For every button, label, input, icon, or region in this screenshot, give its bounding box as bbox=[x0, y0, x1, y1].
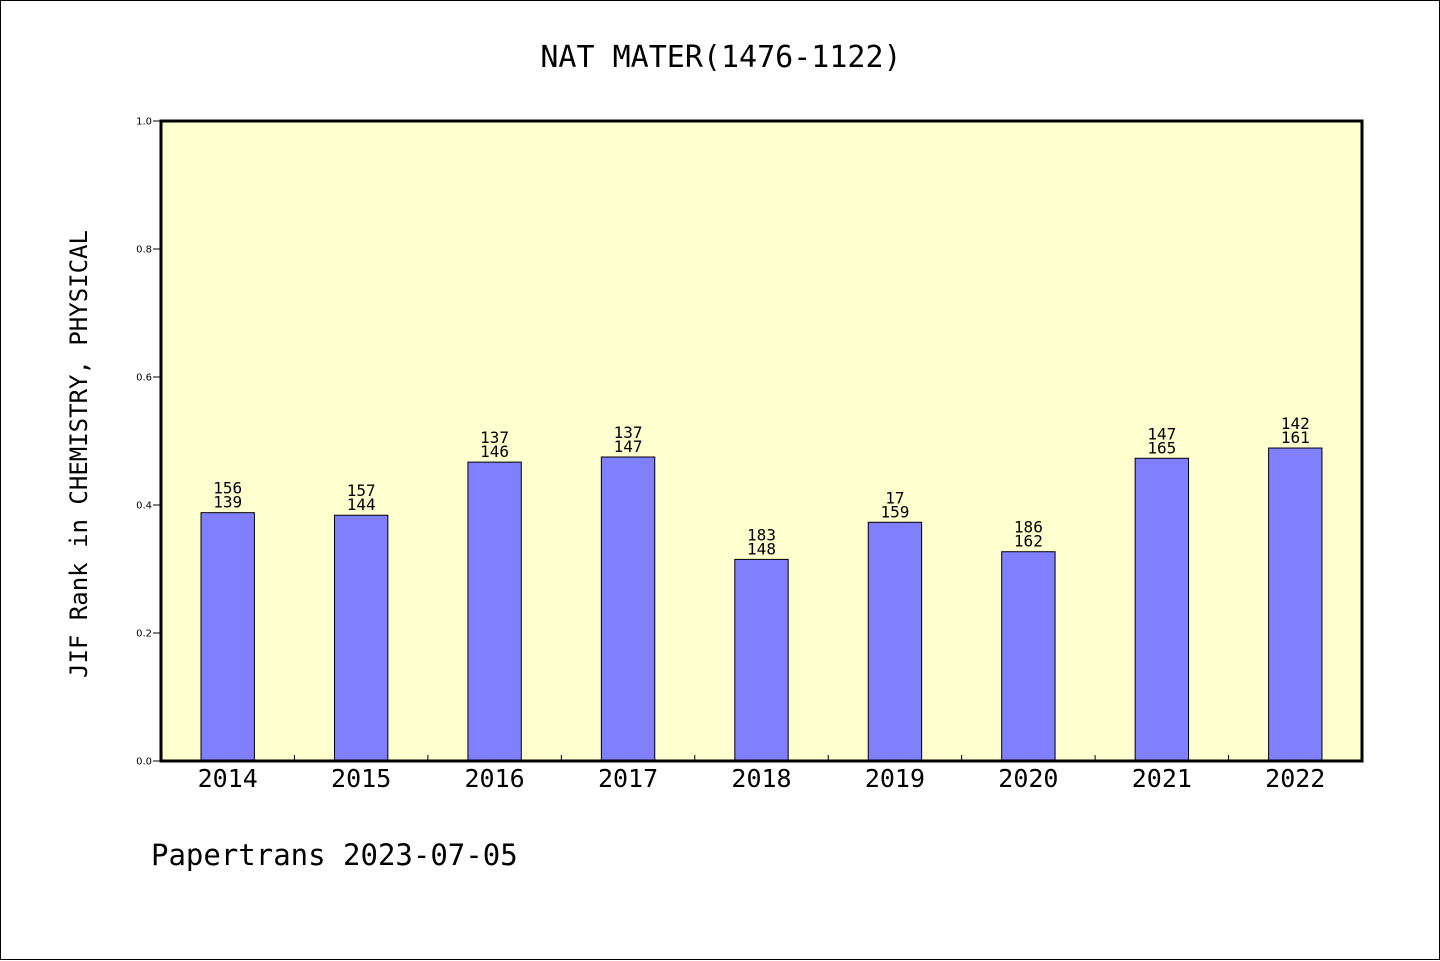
bar-2016 bbox=[467, 461, 522, 762]
x-tick-label-2016: 2016 bbox=[465, 764, 525, 793]
data-label-bottom-2022: 161 bbox=[1281, 428, 1310, 447]
ticks-group: 2014 2015 2016 2017 2018 2019 2020 2021 2022 0.0 0… bbox=[136, 117, 1325, 794]
x-tick-label-2014: 2014 bbox=[198, 764, 258, 793]
bar-2018 bbox=[734, 558, 789, 762]
data-label-top-2014: 156 bbox=[213, 479, 242, 498]
data-label-bottom-2019: 159 bbox=[880, 502, 909, 521]
bars-group: 1561391571441371461371471831481715918616… bbox=[200, 414, 1323, 762]
data-label-top-2015: 157 bbox=[347, 481, 376, 500]
data-label-bottom-2021: 165 bbox=[1147, 438, 1176, 457]
x-tick-label-2021: 2021 bbox=[1132, 764, 1192, 793]
y-tick-label: 0.8 bbox=[136, 245, 152, 256]
data-label-top-2017: 137 bbox=[614, 423, 643, 442]
bar-2022 bbox=[1268, 447, 1323, 762]
data-label-top-2019: 17 bbox=[885, 488, 904, 507]
data-label-bottom-2018: 148 bbox=[747, 539, 776, 558]
plot-border bbox=[159, 119, 1364, 763]
y-axis-label: JIF Rank in CHEMISTRY, PHYSICAL bbox=[65, 230, 93, 678]
data-label-bottom-2014: 139 bbox=[213, 493, 242, 512]
bar-2017 bbox=[600, 456, 656, 762]
data-label-top-2018: 183 bbox=[747, 525, 776, 544]
data-label-bottom-2020: 162 bbox=[1014, 532, 1043, 551]
y-tick-label: 0.2 bbox=[136, 629, 152, 640]
bar-2021 bbox=[1134, 457, 1190, 762]
chart-title: NAT MATER(1476-1122) bbox=[540, 40, 901, 75]
data-label-bottom-2015: 144 bbox=[347, 495, 376, 514]
x-tick-label-2018: 2018 bbox=[731, 764, 791, 793]
data-label-bottom-2016: 146 bbox=[480, 442, 509, 461]
data-label-top-2020: 186 bbox=[1014, 518, 1043, 537]
x-tick-label-2019: 2019 bbox=[865, 764, 925, 793]
data-label-top-2016: 137 bbox=[480, 428, 509, 447]
x-tick-label-2020: 2020 bbox=[998, 764, 1058, 793]
y-tick-label: 0.6 bbox=[136, 373, 152, 384]
data-label-bottom-2017: 147 bbox=[614, 437, 643, 456]
bar-2020 bbox=[1001, 551, 1056, 762]
data-label-top-2021: 147 bbox=[1147, 424, 1176, 443]
x-tick-label-2017: 2017 bbox=[598, 764, 658, 793]
bar-2019 bbox=[867, 521, 923, 762]
bar-2014 bbox=[200, 512, 255, 762]
x-tick-label-2015: 2015 bbox=[331, 764, 391, 793]
bar-2015 bbox=[333, 514, 389, 762]
y-tick-label: 0.0 bbox=[136, 757, 152, 768]
footer-text: Papertrans 2023-07-05 bbox=[151, 838, 518, 872]
y-tick-label: 0.4 bbox=[136, 501, 152, 512]
data-label-top-2022: 142 bbox=[1281, 414, 1310, 433]
x-tick-label-2022: 2022 bbox=[1265, 764, 1325, 793]
y-tick-label: 1.0 bbox=[136, 117, 152, 128]
